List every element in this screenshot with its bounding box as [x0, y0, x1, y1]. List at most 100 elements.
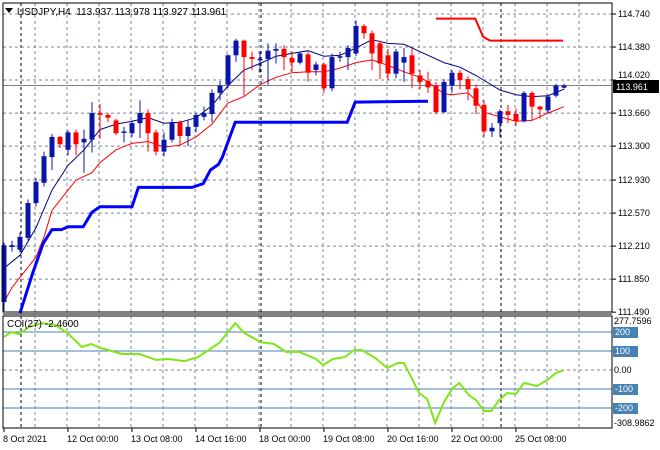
- bear-candle: [145, 109, 151, 152]
- bull-candle: [489, 123, 495, 137]
- bull-candle: [161, 132, 167, 157]
- bull-candle: [345, 45, 351, 70]
- candle-body: [137, 113, 143, 124]
- cci-axis-label: 200: [615, 327, 630, 337]
- time-axis-label: 18 Oct 00:00: [259, 434, 311, 444]
- cci-axis-label: -200: [615, 403, 633, 413]
- bear-candle: [97, 103, 103, 139]
- ma-slow-line: [3, 59, 565, 303]
- bear-candle: [409, 48, 415, 89]
- stop-blue-line: [18, 99, 429, 314]
- candle-body: [329, 57, 335, 89]
- bull-candle: [81, 129, 87, 173]
- bull-candle: [217, 80, 223, 101]
- bull-candle: [329, 53, 335, 92]
- cci-axis-label: -308.9862: [614, 418, 655, 428]
- candle-body: [361, 25, 367, 34]
- candle-body: [465, 79, 471, 90]
- current-price-tag: 113.961: [613, 80, 659, 93]
- time-axis-label: 8 Oct 2021: [3, 434, 47, 444]
- candle-body: [321, 64, 327, 89]
- candle-body: [289, 58, 295, 63]
- candle-body: [561, 85, 567, 88]
- ma-fast-line: [3, 39, 565, 269]
- bull-candle: [545, 94, 551, 114]
- bear-candle: [289, 51, 295, 72]
- bull-candle: [273, 43, 279, 64]
- candle-body: [25, 202, 31, 238]
- bear-candle: [241, 39, 247, 96]
- candle-body: [401, 57, 407, 63]
- bear-candle: [513, 108, 519, 126]
- price-axis-label: 114.740: [618, 9, 650, 19]
- bull-candle: [337, 51, 343, 62]
- bull-candle: [353, 20, 359, 57]
- price-axis-label: 112.210: [618, 241, 650, 251]
- time-axis-label: 13 Oct 08:00: [131, 434, 183, 444]
- bull-candle: [17, 232, 23, 253]
- candle-body: [449, 72, 455, 86]
- bear-candle: [57, 136, 63, 148]
- symbol-header: USDJPY,H4 113.937 113.978 113.927 113.96…: [5, 7, 227, 18]
- candle-body: [233, 40, 239, 56]
- bear-candle: [465, 76, 471, 101]
- cci-axis-label: 277.7596: [614, 316, 652, 326]
- bear-candle: [281, 45, 287, 70]
- cci-panel-border: [2, 315, 613, 429]
- candle-body: [313, 64, 319, 70]
- candle-body: [545, 96, 551, 111]
- candle-body: [417, 75, 423, 82]
- candle-body: [105, 114, 111, 118]
- stop-red-line: [436, 17, 564, 42]
- price-axis-label: 111.850: [618, 274, 649, 284]
- bull-candle: [137, 100, 143, 138]
- candle-body: [49, 136, 55, 158]
- time-axis-label: 19 Oct 08:00: [323, 434, 375, 444]
- bear-candle: [369, 30, 375, 70]
- candle-body: [81, 138, 87, 143]
- cci-panel[interactable]: [3, 321, 612, 426]
- candle-body: [185, 126, 191, 137]
- bull-candle: [553, 83, 559, 98]
- bear-candle: [537, 105, 543, 119]
- bull-candle: [169, 118, 175, 143]
- bull-candle: [1, 242, 7, 312]
- candle-body: [505, 111, 511, 115]
- bull-candle: [449, 69, 455, 93]
- candle-body: [377, 43, 383, 64]
- price-axis-label: 113.300: [618, 141, 650, 151]
- candle-body: [121, 131, 127, 133]
- bear-candle: [385, 48, 391, 81]
- cci-level-label-box: [613, 327, 638, 338]
- bull-candle: [297, 51, 303, 65]
- bull-candle: [201, 106, 207, 121]
- bull-candle: [129, 120, 135, 137]
- price-panel[interactable]: [1, 17, 567, 314]
- bull-candle: [9, 240, 15, 252]
- time-axis-label: 14 Oct 16:00: [195, 434, 247, 444]
- bull-candle: [33, 178, 39, 207]
- candle-body: [265, 50, 271, 59]
- cci-line: [3, 321, 564, 426]
- candle-body: [161, 139, 167, 152]
- bear-candle: [481, 100, 487, 137]
- candle-body: [57, 136, 63, 145]
- candle-body: [369, 33, 375, 54]
- chart-menu-triangle-icon[interactable]: [5, 8, 13, 13]
- candle-body: [73, 132, 79, 145]
- bear-candle: [505, 104, 511, 124]
- cci-axis-label: 100: [615, 346, 630, 356]
- symbol-ohlc-label: USDJPY,H4 113.937 113.978 113.927 113.96…: [17, 7, 227, 18]
- bear-candle: [361, 24, 367, 39]
- bull-candle: [401, 47, 407, 82]
- candle-body: [433, 85, 439, 113]
- candle-body: [529, 92, 535, 107]
- candle-body: [297, 53, 303, 63]
- candle-body: [353, 25, 359, 54]
- time-axis-label: 12 Oct 00:00: [67, 434, 119, 444]
- bull-candle: [121, 126, 127, 143]
- bear-candle: [473, 84, 479, 114]
- candle-body: [153, 132, 159, 152]
- bear-candle: [105, 113, 111, 123]
